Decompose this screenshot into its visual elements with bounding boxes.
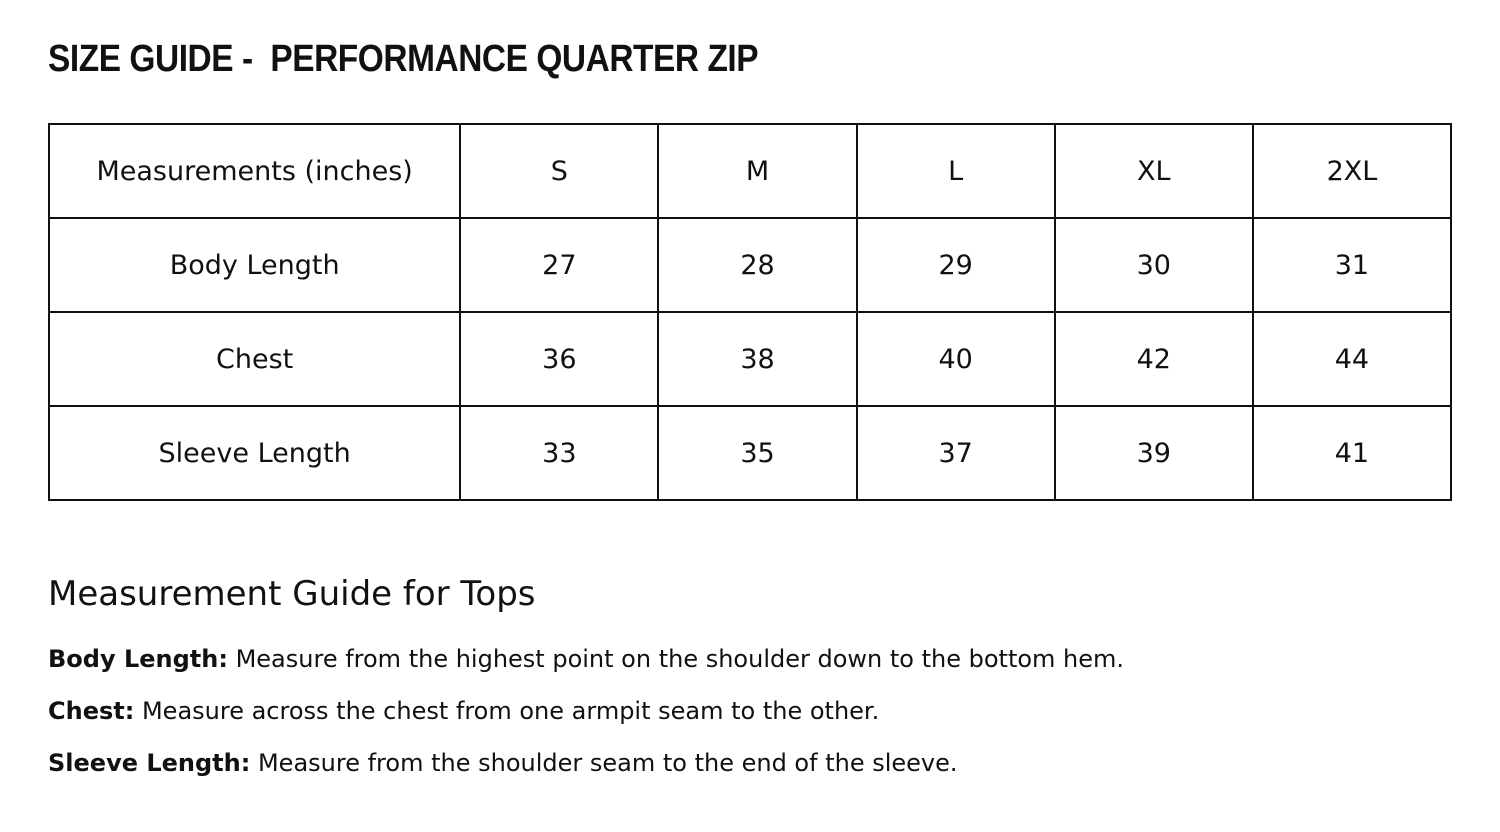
header-cell: XL — [1053, 123, 1254, 219]
header-cell: S — [459, 123, 660, 219]
table-cell: 30 — [1053, 217, 1254, 313]
table-cell: 40 — [855, 311, 1056, 407]
table-row: Sleeve Length 33 35 37 39 41 — [47, 405, 1453, 501]
table-cell: 37 — [855, 405, 1056, 501]
table-cell: 28 — [657, 217, 858, 313]
table-cell: 33 — [459, 405, 660, 501]
guide-heading: Measurement Guide for Tops — [48, 574, 536, 614]
row-label: Sleeve Length — [47, 405, 462, 501]
table-cell: 44 — [1251, 311, 1453, 407]
header-cell: L — [855, 123, 1056, 219]
table-cell: 31 — [1251, 217, 1453, 313]
guide-item: Chest: Measure across the chest from one… — [48, 697, 879, 725]
guide-term: Chest: — [48, 697, 135, 725]
table-header-row: Measurements (inches) S M L XL 2XL — [47, 123, 1453, 219]
guide-text: Measure from the shoulder seam to the en… — [250, 749, 958, 777]
table-cell: 27 — [459, 217, 660, 313]
row-label: Chest — [47, 311, 462, 407]
guide-text: Measure across the chest from one armpit… — [134, 697, 880, 725]
guide-text: Measure from the highest point on the sh… — [227, 645, 1125, 673]
guide-term: Sleeve Length: — [48, 749, 251, 777]
table-row: Chest 36 38 40 42 44 — [47, 311, 1453, 407]
table-cell: 41 — [1251, 405, 1453, 501]
header-cell: M — [657, 123, 858, 219]
guide-item: Body Length: Measure from the highest po… — [48, 645, 1124, 673]
table-cell: 39 — [1053, 405, 1254, 501]
table-cell: 35 — [657, 405, 858, 501]
table-cell: 38 — [657, 311, 858, 407]
table-cell: 36 — [459, 311, 660, 407]
header-cell: Measurements (inches) — [47, 123, 462, 219]
row-label: Body Length — [47, 217, 462, 313]
size-table: Measurements (inches) S M L XL 2XL Body … — [47, 123, 1453, 501]
header-cell: 2XL — [1251, 123, 1453, 219]
table-cell: 29 — [855, 217, 1056, 313]
table-row: Body Length 27 28 29 30 31 — [47, 217, 1453, 313]
guide-term: Body Length: — [48, 645, 228, 673]
page-title: SIZE GUIDE - PERFORMANCE QUARTER ZIP — [48, 38, 759, 80]
table-cell: 42 — [1053, 311, 1254, 407]
guide-item: Sleeve Length: Measure from the shoulder… — [48, 749, 958, 777]
